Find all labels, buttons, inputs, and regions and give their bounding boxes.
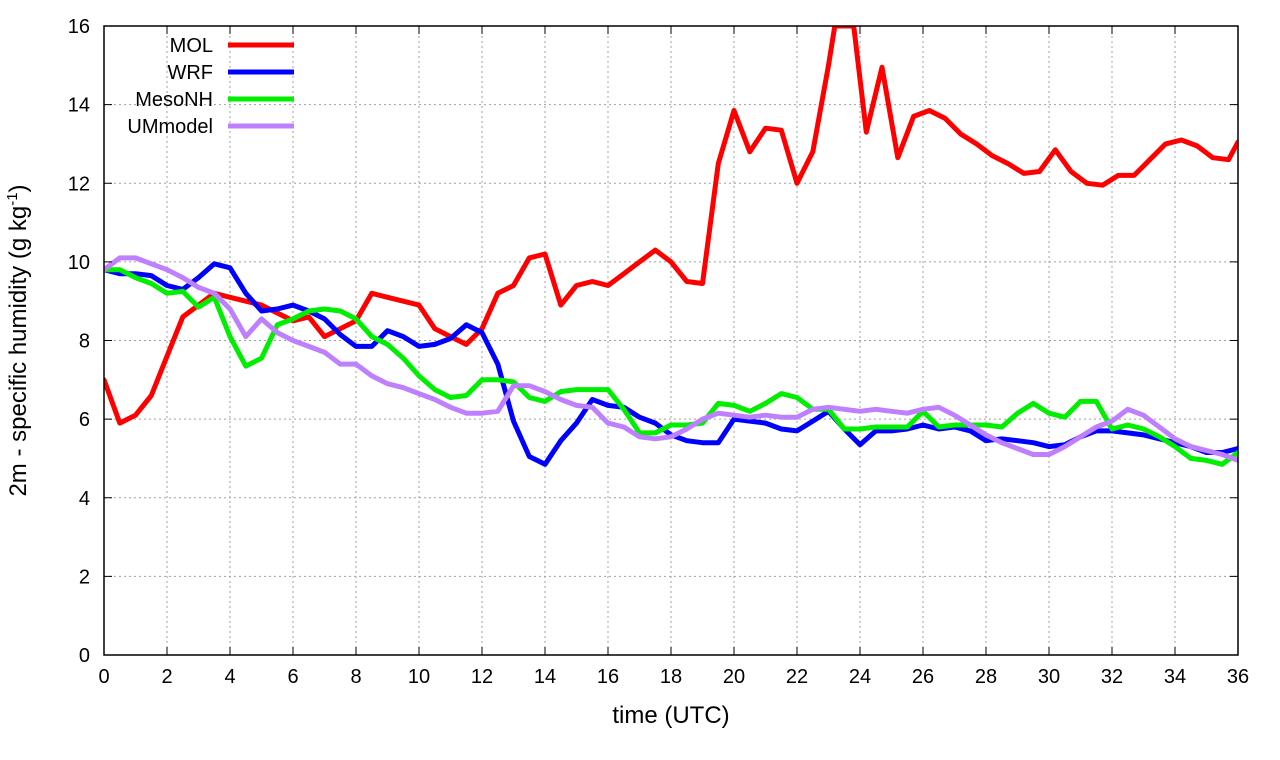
x-tick-label: 20: [723, 666, 745, 688]
y-axis-title-main: 2m - specific humidity (g kg: [5, 206, 32, 497]
x-tick-label: 14: [534, 666, 556, 688]
x-tick-label: 28: [975, 666, 997, 688]
axis-ticks: [103, 25, 1239, 656]
x-tick-label: 0: [98, 666, 109, 688]
y-tick-label: 8: [79, 331, 90, 353]
x-tick-labels: 0 2 4 6 8 10 12 14 16 18 20 22 24 26 28 30 32 34 36: [98, 666, 1249, 688]
series-line-ummodel: [104, 255, 1238, 463]
x-tick-label: 16: [597, 666, 619, 688]
x-tick-label: 32: [1101, 666, 1123, 688]
series-line-mesonh: [104, 267, 1238, 467]
legend-label-mesonh: MesoNH: [135, 89, 213, 111]
x-tick-label: 30: [1038, 666, 1060, 688]
series-line-mol: [104, 26, 1238, 426]
y-tick-label: 10: [68, 252, 90, 274]
x-tick-label: 6: [287, 666, 298, 688]
y-tick-label: 4: [79, 488, 90, 510]
y-axis-title-unit-exponent: -1: [4, 192, 21, 205]
x-tick-label: 2: [161, 666, 172, 688]
y-tick-label: 14: [68, 95, 90, 117]
x-tick-label: 36: [1227, 666, 1249, 688]
x-tick-label: 10: [408, 666, 430, 688]
y-tick-label: 12: [68, 173, 90, 195]
y-tick-label: 0: [79, 645, 90, 667]
y-axis-title-tail: ): [5, 184, 32, 192]
x-tick-label: 18: [660, 666, 682, 688]
x-tick-label: 4: [224, 666, 235, 688]
y-tick-label: 16: [68, 16, 90, 38]
x-tick-label: 34: [1164, 666, 1186, 688]
x-tick-label: 22: [786, 666, 808, 688]
y-tick-label: 2: [79, 566, 90, 588]
y-axis-title: 2m - specific humidity (g kg-1): [4, 184, 32, 496]
x-tick-label: 26: [912, 666, 934, 688]
legend: MOL WRF MesoNH UMmodel: [127, 35, 294, 138]
x-tick-label: 8: [350, 666, 361, 688]
y-tick-label: 6: [79, 409, 90, 431]
x-axis-title: time (UTC): [612, 702, 729, 729]
grid-lines: [104, 26, 1238, 655]
legend-label-ummodel: UMmodel: [127, 116, 213, 138]
legend-label-wrf: WRF: [167, 62, 213, 84]
series-lines: [104, 26, 1238, 467]
x-tick-label: 12: [471, 666, 493, 688]
legend-label-mol: MOL: [170, 35, 213, 57]
x-tick-label: 24: [849, 666, 871, 688]
y-tick-labels: 0 2 4 6 8 10 12 14 16: [68, 16, 90, 667]
